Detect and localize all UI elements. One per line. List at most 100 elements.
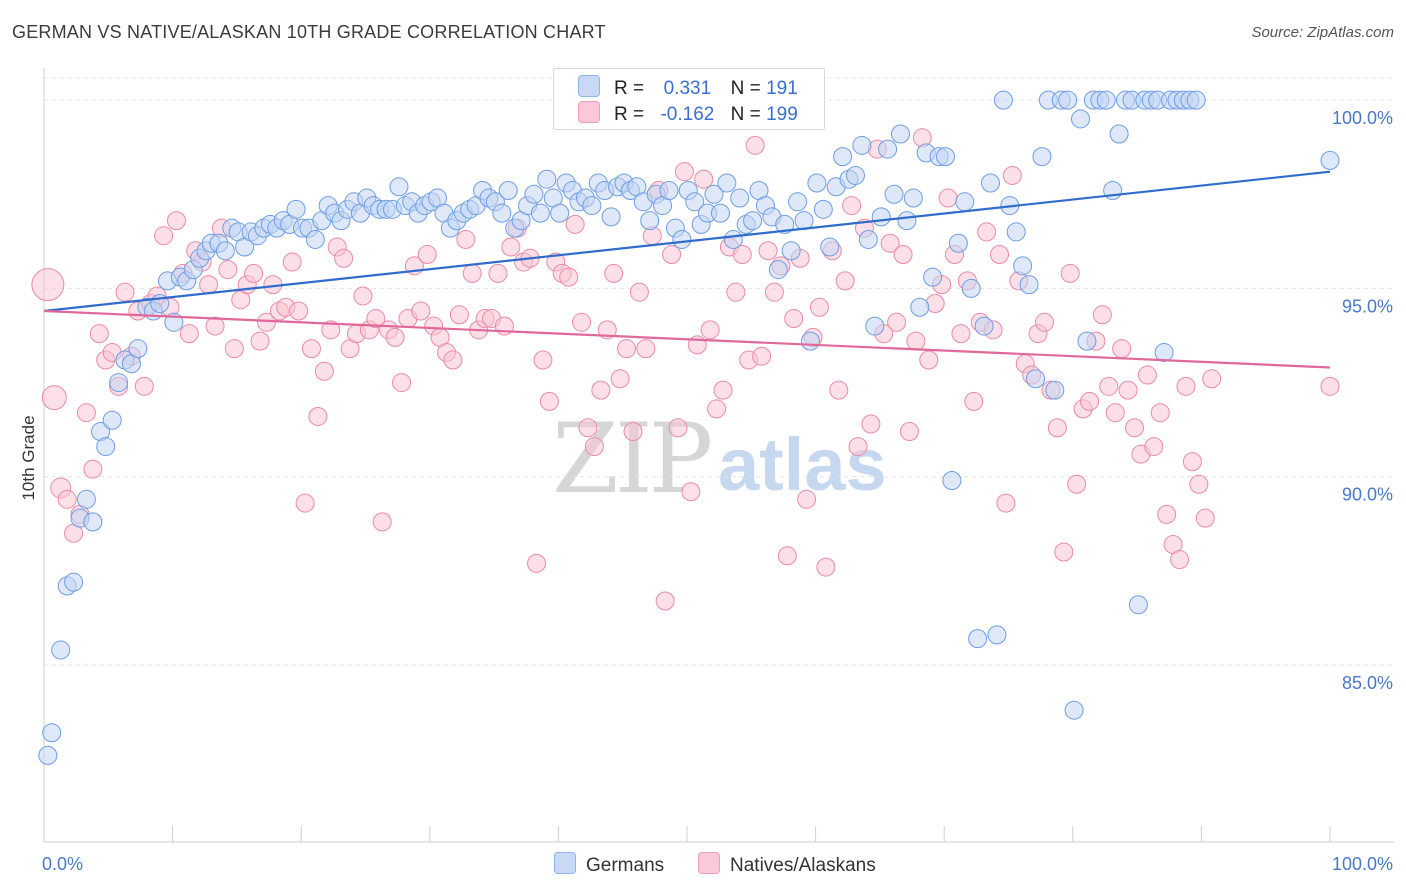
germans-point — [1320, 150, 1340, 170]
natives-point — [597, 320, 617, 340]
natives-point — [578, 418, 598, 438]
stats-legend: R = 0.331 N = 191 R = -0.162 N = 199 — [553, 68, 825, 130]
germans-point — [974, 316, 994, 336]
natives-point — [1112, 339, 1132, 359]
germans-point — [948, 233, 968, 253]
natives-point — [629, 282, 649, 302]
natives-point — [829, 380, 849, 400]
natives-point — [919, 350, 939, 370]
natives-point — [1054, 542, 1074, 562]
natives-point — [713, 380, 733, 400]
tick-labels: 85.0% 90.0% 95.0% 100.0% 0.0% 100.0% — [42, 108, 1393, 874]
germans-point — [980, 173, 1000, 193]
germans-point — [550, 203, 570, 223]
natives-point — [334, 248, 354, 268]
natives-point — [41, 385, 67, 411]
natives-point — [89, 324, 109, 344]
natives-point — [392, 373, 412, 393]
natives-point — [906, 331, 926, 351]
germans-point — [64, 572, 84, 592]
natives-point — [835, 271, 855, 291]
germans-point — [1186, 90, 1206, 110]
natives-point — [501, 237, 521, 257]
natives-point — [321, 320, 341, 340]
natives-point — [591, 380, 611, 400]
natives-point — [134, 376, 154, 396]
germans-point — [807, 173, 827, 193]
germans-point — [800, 331, 820, 351]
natives-point — [694, 169, 714, 189]
natives-point — [977, 222, 997, 242]
bottom-legend-natives: Natives/Alaskans — [698, 852, 876, 877]
legend-r-label: R = — [614, 104, 645, 125]
germans-point — [601, 207, 621, 227]
natives-point — [572, 312, 592, 332]
natives-point — [1320, 376, 1340, 396]
germans-point — [672, 229, 692, 249]
natives-point — [752, 346, 772, 366]
source-label: Source: ZipAtlas.com — [1251, 24, 1394, 41]
natives-point — [1080, 391, 1100, 411]
germans-point — [102, 410, 122, 430]
legend-swatch-germans — [578, 75, 600, 97]
natives-point — [777, 546, 797, 566]
legend-r-label: R = — [614, 78, 645, 99]
natives-point — [83, 459, 103, 479]
y-axis-label: 10th Grade — [19, 415, 38, 500]
natives-point — [244, 263, 264, 283]
germans-point — [42, 723, 62, 743]
germans-point — [955, 192, 975, 212]
germans-point — [524, 184, 544, 204]
natives-point — [1144, 437, 1164, 457]
germans-point — [128, 339, 148, 359]
chart-title: GERMAN VS NATIVE/ALASKAN 10TH GRADE CORR… — [12, 22, 606, 42]
natives-point — [951, 324, 971, 344]
natives-point — [385, 327, 405, 347]
natives-point — [417, 245, 437, 265]
legend-row-germans: R = 0.331 N = 191 — [578, 75, 798, 101]
germans-point — [884, 184, 904, 204]
natives-point — [199, 275, 219, 295]
bottom-legend-germans-label: Germans — [586, 855, 665, 876]
germans-point — [775, 214, 795, 234]
natives-point — [1176, 376, 1196, 396]
germans-point — [987, 625, 1007, 645]
natives-point — [584, 437, 604, 457]
germans-point — [968, 629, 988, 649]
legend-n-value-germans: 191 — [766, 78, 798, 99]
y-tick-label: 85.0% — [1342, 673, 1393, 693]
natives-point — [282, 252, 302, 272]
y-tick-label: 100.0% — [1332, 108, 1393, 128]
x-tick-label: 0.0% — [42, 854, 83, 874]
natives-point — [31, 268, 65, 302]
natives-point — [784, 309, 804, 329]
natives-point — [989, 245, 1009, 265]
germans-point — [717, 173, 737, 193]
germans-point — [83, 512, 103, 532]
natives-point — [681, 482, 701, 502]
natives-point — [154, 226, 174, 246]
germans-point — [993, 90, 1013, 110]
natives-point — [115, 282, 135, 302]
legend-n-label: N = — [730, 104, 761, 125]
natives-point — [887, 312, 907, 332]
natives-point — [488, 263, 508, 283]
germans-point — [833, 147, 853, 167]
germans-trend-line — [43, 170, 1331, 313]
germans-point — [537, 169, 557, 189]
legend-n-value-natives: 199 — [766, 104, 798, 125]
natives-point — [256, 312, 276, 332]
watermark: ZIP atlas — [552, 403, 887, 515]
natives-point — [565, 214, 585, 234]
bottom-legend-germans: Germans — [554, 852, 664, 877]
germans-point — [659, 181, 679, 201]
natives-point — [726, 282, 746, 302]
germans-point — [910, 297, 930, 317]
axes — [43, 68, 1394, 843]
bottom-swatch-germans — [554, 852, 576, 874]
y-tick-label: 95.0% — [1342, 296, 1393, 316]
germans-point — [871, 207, 891, 227]
natives-point — [1137, 365, 1157, 385]
natives-point — [205, 316, 225, 336]
natives-point — [707, 399, 727, 419]
